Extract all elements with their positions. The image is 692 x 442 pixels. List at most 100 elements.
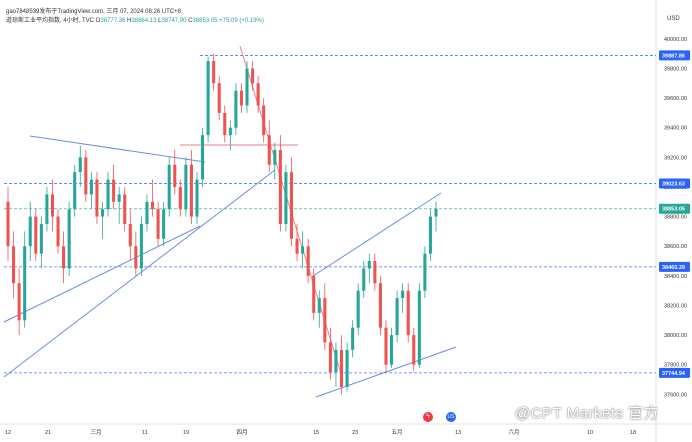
candle-body bbox=[278, 149, 282, 224]
candle-body bbox=[117, 194, 121, 202]
candle-body bbox=[162, 209, 166, 239]
candle-body bbox=[100, 209, 105, 217]
candle-body bbox=[301, 246, 305, 254]
candle-body bbox=[373, 261, 377, 284]
price-level-tag bbox=[659, 367, 690, 378]
candle-body bbox=[62, 246, 66, 269]
candle-body bbox=[384, 327, 388, 365]
candle-body bbox=[17, 283, 21, 321]
candle-body bbox=[262, 105, 266, 136]
candle-body bbox=[139, 224, 143, 269]
candle-body bbox=[251, 68, 255, 84]
header-instrument: 道琼斯工业平均指数, 4小时, TVC bbox=[6, 18, 95, 24]
x-tick-label: 18 bbox=[630, 430, 636, 436]
candle-body bbox=[323, 298, 327, 343]
header-change: +75.09 (+0.19%) bbox=[219, 18, 264, 24]
candle-body bbox=[428, 216, 432, 254]
candle-body bbox=[106, 179, 110, 210]
candle-body bbox=[284, 172, 288, 224]
x-tick-label: 11 bbox=[142, 430, 148, 436]
upper-wedge-trendline bbox=[29, 135, 206, 163]
candle-body bbox=[184, 164, 188, 210]
candle-body bbox=[223, 112, 227, 136]
price-level-tag bbox=[659, 178, 690, 189]
candle-body bbox=[206, 61, 210, 136]
x-tick-label: 19 bbox=[183, 430, 189, 436]
candle-body bbox=[39, 224, 43, 254]
time-axis: 12 21 三月 11 19 四月 15 23 五月 13 六月 10 18 bbox=[5, 428, 636, 436]
price-level-tag-label: 38853.05 bbox=[662, 207, 685, 213]
candle-body bbox=[395, 298, 399, 336]
price-level-tag bbox=[659, 203, 690, 214]
currency-label: USD bbox=[667, 16, 680, 22]
y-tick-label: 39800.00 bbox=[664, 66, 687, 72]
candle-body bbox=[34, 216, 38, 254]
y-tick-label: 37600.00 bbox=[664, 392, 687, 398]
candle-body bbox=[167, 164, 171, 210]
candle-body bbox=[339, 349, 344, 387]
candle-body bbox=[217, 83, 221, 113]
candle-body bbox=[12, 246, 16, 284]
header-high: 38864.13 bbox=[131, 18, 157, 24]
y-tick-label: 39200.00 bbox=[664, 155, 687, 161]
header-date: 三月 07, 2024 08:26 UTC+8 bbox=[106, 9, 181, 15]
flash-event-icon[interactable]: ϟ bbox=[423, 412, 433, 422]
candle-body bbox=[178, 186, 182, 210]
candle-body bbox=[417, 290, 421, 365]
candle-body bbox=[212, 61, 216, 84]
candle-body bbox=[401, 290, 405, 299]
price-level-tag bbox=[659, 50, 690, 61]
candle-body bbox=[150, 201, 155, 210]
candle-body bbox=[145, 201, 149, 224]
us-flag-event-icon[interactable]: US bbox=[446, 412, 456, 422]
watermark: @CPT Markets 官方 bbox=[515, 405, 660, 422]
header-published: 发布于TradingView.com bbox=[39, 9, 104, 15]
y-tick-label: 39400.00 bbox=[664, 126, 687, 132]
y-tick-label: 38200.00 bbox=[664, 303, 687, 309]
x-tick-label: 三月 bbox=[90, 429, 101, 436]
candle-body bbox=[306, 246, 310, 276]
candle-body bbox=[95, 179, 99, 217]
candle-body bbox=[256, 83, 260, 106]
candle-body bbox=[234, 90, 238, 128]
candle-body bbox=[295, 238, 299, 254]
candle-body bbox=[267, 135, 271, 165]
candle-body bbox=[195, 179, 199, 217]
candle-body bbox=[412, 335, 416, 365]
candle-body bbox=[334, 349, 338, 373]
candle-body bbox=[351, 327, 355, 350]
candle-body bbox=[406, 290, 410, 336]
candle-body bbox=[328, 342, 332, 373]
x-tick-label: 13 bbox=[455, 430, 461, 436]
price-level-tag-label: 37744.94 bbox=[662, 371, 686, 377]
header-open: 38777.36 bbox=[100, 18, 126, 24]
candle-body bbox=[189, 164, 193, 217]
candle-body bbox=[239, 90, 243, 106]
candle-body bbox=[112, 179, 116, 202]
candle-body bbox=[378, 283, 382, 328]
x-tick-label: 12 bbox=[5, 430, 11, 436]
candle-body bbox=[356, 290, 360, 328]
candle-body bbox=[134, 246, 138, 269]
candle-body bbox=[67, 209, 71, 269]
y-tick-label: 37800.00 bbox=[664, 363, 687, 369]
candle-body bbox=[73, 172, 77, 210]
candle-body bbox=[390, 335, 394, 365]
x-tick-label: 15 bbox=[313, 430, 319, 436]
x-tick-label: 四月 bbox=[236, 429, 247, 436]
candle-body bbox=[45, 194, 49, 224]
candle-body bbox=[28, 216, 32, 247]
y-tick-label: 38400.00 bbox=[664, 274, 687, 280]
header-low: 38747.90 bbox=[161, 18, 187, 24]
x-tick-label: 六月 bbox=[508, 428, 519, 436]
trendlines bbox=[3, 45, 457, 398]
candle-body bbox=[367, 261, 371, 269]
y-tick-label: 38600.00 bbox=[664, 244, 687, 250]
candle-body bbox=[156, 209, 160, 239]
price-level-tags: 39887.86 39023.63 38853.05 38460.39 37744.94 bbox=[659, 50, 690, 378]
x-tick-label: 23 bbox=[352, 430, 358, 436]
candle-body bbox=[423, 253, 427, 291]
header-user: gao7848539 bbox=[6, 9, 40, 15]
price-level-tag bbox=[659, 261, 690, 272]
